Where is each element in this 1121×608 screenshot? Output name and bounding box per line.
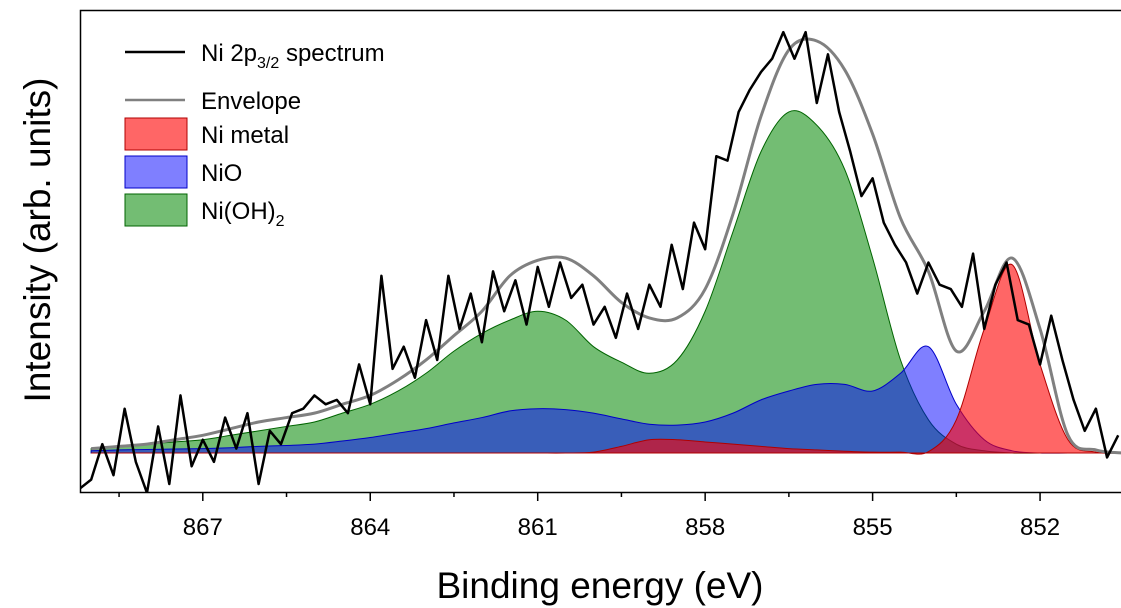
plot-area <box>80 30 1121 492</box>
legend-label: Ni(OH)2 <box>201 198 285 230</box>
x-tick-label: 861 <box>518 514 558 541</box>
legend-text-part: Ni metal <box>201 122 289 149</box>
legend-swatch <box>124 193 188 227</box>
plot-frame <box>79 9 1121 494</box>
legend-label: Ni metal <box>201 122 289 149</box>
legend-label: Envelope <box>201 88 301 115</box>
legend-text-part: spectrum <box>279 40 384 67</box>
x-tick-label: 855 <box>853 514 893 541</box>
line <box>91 37 1121 455</box>
x-axis-title: Binding energy (eV) <box>436 565 763 606</box>
legend-text-part: Ni(OH) <box>201 198 276 225</box>
x-tick-label: 858 <box>685 514 725 541</box>
line <box>80 30 1120 492</box>
legend: Ni 2p3/2 spectrum Envelope Ni metal NiO Ni(O… <box>124 40 385 230</box>
legend-subscript: 3/2 <box>257 55 279 72</box>
legend-swatch <box>124 117 188 151</box>
x-tick-label: 852 <box>1020 514 1060 541</box>
legend-text-part: Ni 2p <box>201 40 257 67</box>
legend-label: NiO <box>201 160 242 187</box>
legend-subscript: 2 <box>276 213 285 230</box>
y-axis-title: Intensity (arb. units) <box>17 78 58 403</box>
x-tick-label: 864 <box>350 514 390 541</box>
area <box>90 345 1121 454</box>
legend-text-part: NiO <box>201 160 242 187</box>
legend-text-part: Envelope <box>201 88 301 115</box>
x-tick-label: 867 <box>183 514 223 541</box>
legend-label: Ni 2p3/2 spectrum <box>201 40 385 72</box>
legend-swatch <box>124 155 188 189</box>
